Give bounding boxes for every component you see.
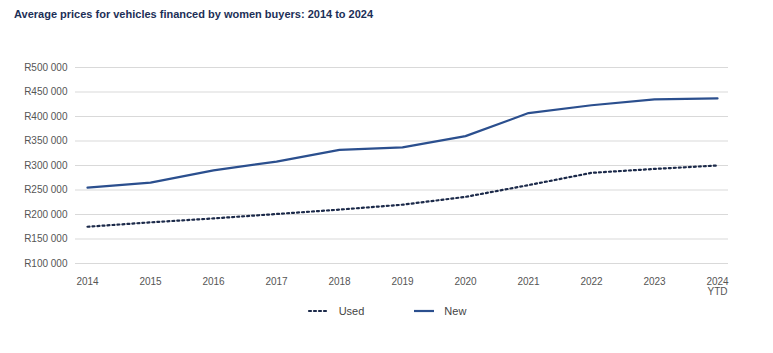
html-text:Used: Used xyxy=(338,305,365,317)
svg-text:R400 000: R400 000 xyxy=(24,111,68,122)
svg-text:R300 000: R300 000 xyxy=(24,160,68,171)
svg-text:2015: 2015 xyxy=(139,276,162,287)
svg-text:R350 000: R350 000 xyxy=(24,135,68,146)
svg-text:2019: 2019 xyxy=(391,276,414,287)
svg-text:2017: 2017 xyxy=(265,276,288,287)
svg-text:2018: 2018 xyxy=(328,276,351,287)
svg-text:2016: 2016 xyxy=(202,276,225,287)
svg-text:2014: 2014 xyxy=(76,276,99,287)
svg-text:2020: 2020 xyxy=(454,276,477,287)
svg-text:R450 000: R450 000 xyxy=(24,86,68,97)
svg-text:2024YTD: 2024YTD xyxy=(706,276,729,297)
svg-text:R500 000: R500 000 xyxy=(24,62,68,73)
svg-text:2023: 2023 xyxy=(643,276,666,287)
svg-text:2022: 2022 xyxy=(580,276,603,287)
svg-text:2021: 2021 xyxy=(517,276,540,287)
svg-text:R100 000: R100 000 xyxy=(24,258,68,269)
svg-text:R200 000: R200 000 xyxy=(24,209,68,220)
svg-text:R150 000: R150 000 xyxy=(24,233,68,244)
html-text:New: New xyxy=(444,305,467,317)
svg-text:R250 000: R250 000 xyxy=(24,184,68,195)
html-text:Average prices for vehicles fi: Average prices for vehicles financed by … xyxy=(14,8,374,20)
